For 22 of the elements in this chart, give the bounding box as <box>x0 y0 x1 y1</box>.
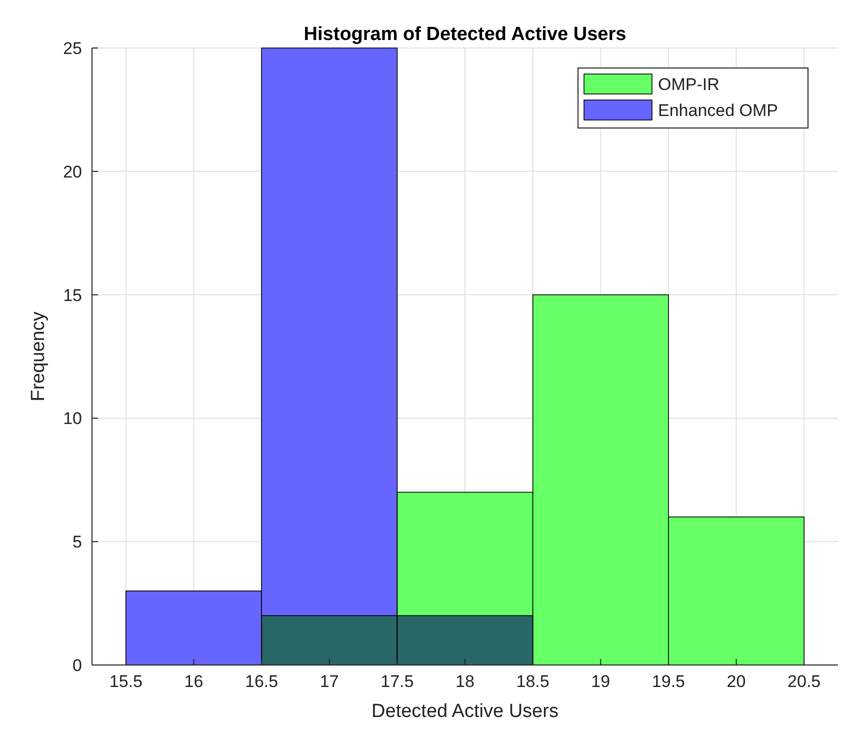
chart-title: Histogram of Detected Active Users <box>304 24 626 45</box>
y-tick-label: 10 <box>63 409 82 428</box>
x-tick-label: 18.5 <box>516 672 550 691</box>
x-tick-label: 15.5 <box>109 672 142 691</box>
x-tick-label: 16 <box>184 672 204 691</box>
x-tick-label: 20.5 <box>788 672 821 691</box>
y-tick-label: 20 <box>63 162 82 182</box>
y-tick-label: 0 <box>72 656 82 675</box>
y-axis-title: Frequency <box>28 311 49 402</box>
x-tick-label: 17.5 <box>380 672 414 691</box>
y-tick-label: 5 <box>72 532 82 552</box>
x-tick-label: 18 <box>456 672 474 691</box>
y-tick-label: 25 <box>63 39 82 58</box>
x-tick-label: 16.5 <box>245 672 278 691</box>
x-tick-label: 17 <box>320 672 339 691</box>
x-tick-label: 19.5 <box>652 672 685 691</box>
legend-label: OMP-IR <box>658 75 720 94</box>
x-tick-label: 19 <box>591 672 610 691</box>
x-axis-title: Detected Active Users <box>372 701 558 722</box>
y-tick-label: 15 <box>63 286 82 305</box>
legend-label: Enhanced OMP <box>658 101 778 120</box>
x-tick-label: 20 <box>726 672 746 691</box>
